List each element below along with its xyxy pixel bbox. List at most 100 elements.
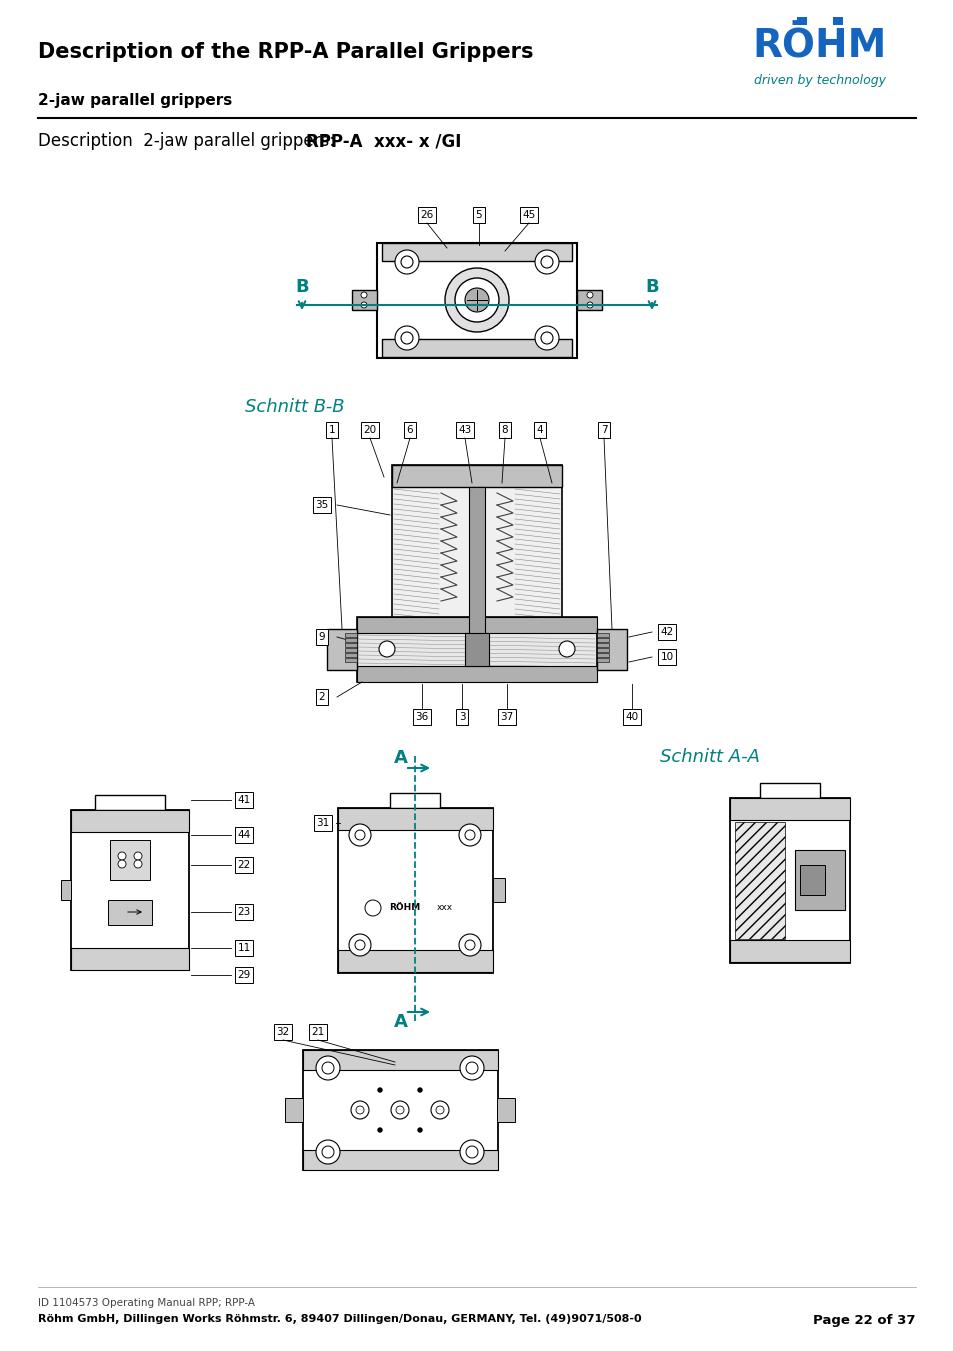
Text: 9: 9	[318, 632, 325, 642]
Bar	[345, 643, 356, 647]
Bar	[597, 648, 608, 653]
Text: 20: 20	[363, 426, 376, 435]
Text: 4: 4	[537, 426, 543, 435]
Circle shape	[322, 1146, 334, 1158]
Text: 10: 10	[659, 653, 673, 662]
Bar	[345, 648, 356, 653]
Circle shape	[349, 824, 371, 846]
Circle shape	[395, 250, 418, 274]
Circle shape	[586, 303, 593, 308]
Text: driven by technology: driven by technology	[753, 74, 885, 86]
Circle shape	[586, 292, 593, 299]
Bar	[800, 865, 824, 894]
Circle shape	[360, 292, 367, 299]
Bar	[356, 617, 597, 634]
Circle shape	[540, 255, 553, 267]
Bar	[760, 784, 820, 798]
Text: 42: 42	[659, 627, 673, 638]
Bar	[345, 653, 356, 657]
Circle shape	[459, 1140, 483, 1165]
Circle shape	[465, 1062, 477, 1074]
Text: Röhm GmbH, Dillingen Works Röhmstr. 6, 89407 Dillingen/Donau, GERMANY, Tel. (49): Röhm GmbH, Dillingen Works Röhmstr. 6, 8…	[38, 1315, 641, 1324]
Circle shape	[431, 1101, 449, 1119]
Circle shape	[133, 852, 142, 861]
Circle shape	[395, 326, 418, 350]
Text: 36: 36	[415, 712, 428, 721]
Circle shape	[455, 278, 498, 322]
Circle shape	[365, 900, 380, 916]
Circle shape	[465, 1146, 477, 1158]
Bar	[95, 794, 165, 811]
Circle shape	[322, 1062, 334, 1074]
Bar	[337, 808, 493, 830]
Bar	[597, 630, 626, 670]
Text: 6: 6	[406, 426, 413, 435]
Text: 2: 2	[318, 692, 325, 703]
Bar	[469, 486, 484, 635]
Text: Description of the RPP-A Parallel Grippers: Description of the RPP-A Parallel Grippe…	[38, 42, 533, 62]
Circle shape	[417, 1128, 421, 1132]
Circle shape	[459, 1056, 483, 1079]
Bar	[345, 634, 356, 638]
Bar	[796, 18, 806, 26]
Text: 21: 21	[311, 1027, 324, 1038]
Text: Schnitt A-A: Schnitt A-A	[659, 748, 760, 766]
Bar	[71, 948, 189, 970]
Bar	[345, 658, 356, 662]
Bar	[597, 638, 608, 642]
Bar	[597, 653, 608, 657]
Circle shape	[458, 934, 480, 957]
Text: 44: 44	[237, 830, 251, 840]
Circle shape	[133, 861, 142, 867]
Text: RPP-A  xxx- x /GI: RPP-A xxx- x /GI	[306, 132, 461, 150]
Text: 1: 1	[329, 426, 335, 435]
Text: 32: 32	[276, 1027, 290, 1038]
Text: 8: 8	[501, 426, 508, 435]
Circle shape	[558, 640, 575, 657]
Circle shape	[464, 940, 475, 950]
Bar	[734, 821, 784, 939]
Text: 3: 3	[458, 712, 465, 721]
Bar	[285, 1098, 303, 1121]
Circle shape	[458, 824, 480, 846]
Circle shape	[535, 326, 558, 350]
Text: 41: 41	[237, 794, 251, 805]
Text: 35: 35	[315, 500, 328, 509]
Bar	[303, 1050, 497, 1070]
Text: 40: 40	[625, 712, 638, 721]
Text: 31: 31	[316, 817, 330, 828]
Bar	[376, 243, 577, 358]
Bar	[832, 18, 842, 26]
Bar	[392, 465, 561, 635]
Bar	[729, 940, 849, 962]
Circle shape	[378, 640, 395, 657]
Circle shape	[444, 267, 509, 332]
Bar	[493, 878, 504, 902]
Circle shape	[355, 830, 365, 840]
Bar	[352, 290, 376, 309]
Circle shape	[315, 1140, 339, 1165]
Circle shape	[417, 1088, 421, 1092]
Text: 5: 5	[476, 209, 482, 220]
Bar	[597, 634, 608, 638]
Text: 11: 11	[237, 943, 251, 952]
Circle shape	[118, 852, 126, 861]
Text: RÖHM: RÖHM	[752, 27, 886, 65]
Bar	[71, 811, 189, 832]
Bar	[597, 643, 608, 647]
Text: 23: 23	[237, 907, 251, 917]
Circle shape	[391, 1101, 409, 1119]
Circle shape	[377, 1088, 381, 1092]
Bar	[327, 630, 356, 670]
Bar	[108, 900, 152, 925]
Bar	[110, 840, 150, 880]
Bar	[71, 811, 189, 970]
Text: xxx: xxx	[436, 904, 453, 912]
Bar	[356, 666, 597, 682]
Circle shape	[535, 250, 558, 274]
Circle shape	[351, 1101, 369, 1119]
Text: Description  2-jaw parallel grippers:: Description 2-jaw parallel grippers:	[38, 132, 340, 150]
Circle shape	[118, 861, 126, 867]
Text: 26: 26	[420, 209, 434, 220]
Text: A: A	[394, 748, 408, 767]
